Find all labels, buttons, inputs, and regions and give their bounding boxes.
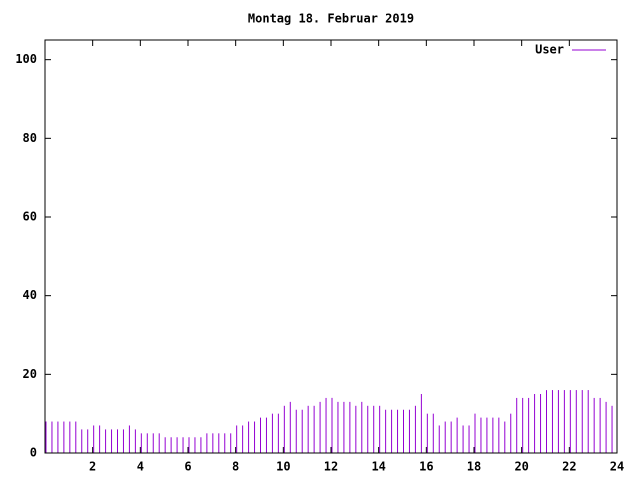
y-tick-label: 20 — [23, 367, 37, 381]
x-tick-label: 2 — [89, 460, 96, 474]
x-tick-label: 22 — [562, 460, 576, 474]
x-tick-label: 6 — [184, 460, 191, 474]
x-tick-label: 18 — [467, 460, 481, 474]
x-tick-label: 4 — [137, 460, 144, 474]
x-tick-label: 16 — [419, 460, 433, 474]
x-tick-label: 8 — [232, 460, 239, 474]
x-tick-label: 14 — [371, 460, 385, 474]
x-tick-label: 24 — [610, 460, 624, 474]
y-tick-label: 100 — [15, 52, 37, 66]
y-tick-label: 0 — [30, 446, 37, 460]
y-tick-label: 40 — [23, 288, 37, 302]
x-tick-label: 10 — [276, 460, 290, 474]
y-tick-label: 60 — [23, 210, 37, 224]
x-tick-label: 20 — [514, 460, 528, 474]
x-tick-label: 12 — [324, 460, 338, 474]
plot-border — [44, 39, 618, 454]
chart-title: Montag 18. Februar 2019 — [248, 12, 414, 26]
legend-label: User — [535, 43, 564, 57]
y-tick-label: 80 — [23, 131, 37, 145]
